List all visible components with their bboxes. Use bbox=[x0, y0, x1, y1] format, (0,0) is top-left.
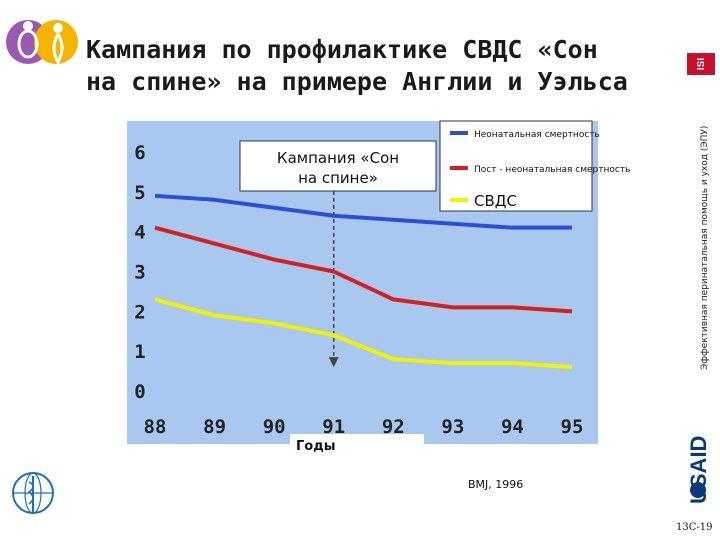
x-axis-labels: 88 89 90 91 92 93 94 95 bbox=[144, 416, 584, 438]
y-tick-label: 1 bbox=[134, 341, 145, 363]
usaid-seal-icon bbox=[690, 482, 706, 498]
y-tick-label: 6 bbox=[134, 142, 145, 164]
x-tick-label: 91 bbox=[322, 416, 345, 438]
usaid-logo: USAID bbox=[686, 436, 711, 504]
annotation-line1: Кампания «Сон bbox=[277, 149, 399, 167]
slide-title-line2: на спине» на примере Англии и Уэльса bbox=[86, 67, 628, 96]
campaign-arrow-down bbox=[328, 357, 339, 368]
series-line-1 bbox=[154, 225, 573, 314]
y-tick-label: 4 bbox=[134, 222, 145, 244]
series-line-0 bbox=[154, 193, 572, 230]
campaign-annotation: Кампания «Сон на спине» bbox=[239, 140, 437, 192]
x-axis-title-text: Годы bbox=[296, 439, 335, 454]
chart-legend: Неонатальная смертность Пост - неонатальн… bbox=[439, 120, 630, 212]
x-tick-label: 89 bbox=[203, 416, 226, 438]
legend-label-2: СВДС bbox=[474, 192, 517, 210]
who-logo bbox=[12, 472, 54, 514]
slide-title-line1: Кампания по профилактике СВДС «Сон bbox=[86, 35, 598, 64]
legend-label-0: Неонатальная смертность bbox=[474, 130, 600, 140]
y-tick-label: 2 bbox=[134, 301, 145, 323]
source-citation: BMJ, 1996 bbox=[468, 478, 524, 491]
x-tick-label: 90 bbox=[263, 416, 286, 438]
logo-body-left bbox=[17, 29, 39, 59]
x-tick-label: 95 bbox=[561, 416, 584, 438]
annotation-line2: на спине» bbox=[298, 169, 378, 187]
x-tick-label: 93 bbox=[441, 416, 464, 438]
x-tick-label: 88 bbox=[144, 416, 167, 438]
slide-title: Кампания по профилактике СВДС «Сон на сп… bbox=[86, 34, 686, 98]
who-staff-snake-icon bbox=[27, 481, 34, 505]
logo-head-left bbox=[23, 21, 33, 31]
mother-child-logo bbox=[4, 8, 84, 76]
x-axis-title: Годы bbox=[290, 434, 424, 454]
logo-body-right bbox=[52, 33, 64, 66]
logo-head-right bbox=[53, 23, 63, 33]
legend-label-1: Пост - неонатальная смертность bbox=[474, 165, 630, 175]
y-tick-label: 5 bbox=[134, 182, 145, 204]
x-tick-label: 94 bbox=[501, 416, 524, 438]
slide-number: 13C-19 bbox=[676, 522, 713, 533]
series-line-2 bbox=[154, 297, 573, 370]
x-tick-label: 92 bbox=[382, 416, 405, 438]
y-axis-labels: 0 1 2 3 4 5 6 bbox=[134, 142, 145, 403]
y-tick-label: 3 bbox=[134, 262, 145, 284]
y-tick-label: 0 bbox=[134, 381, 145, 403]
